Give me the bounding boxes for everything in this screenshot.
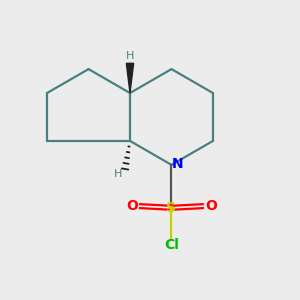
Text: H: H <box>126 51 134 61</box>
Text: Cl: Cl <box>164 238 179 252</box>
Text: S: S <box>167 201 176 215</box>
Text: H: H <box>114 169 123 179</box>
Text: O: O <box>205 199 217 213</box>
Text: O: O <box>126 199 138 213</box>
Text: N: N <box>172 157 183 171</box>
Polygon shape <box>126 63 134 93</box>
